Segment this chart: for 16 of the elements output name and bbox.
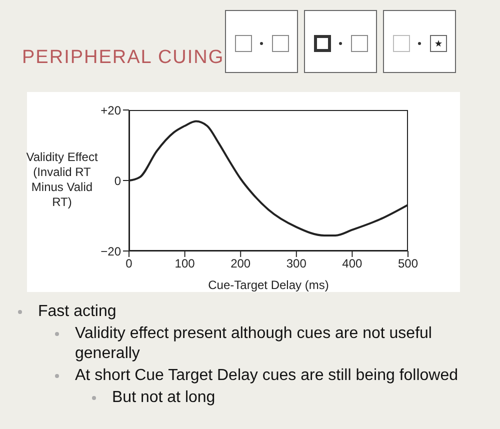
y-tick-label: −20: [100, 244, 122, 258]
chart-title: PERIPHERAL CUING: [22, 47, 224, 69]
y-axis-title: Validity Effect (Invalid RT Minus Valid RT): [25, 150, 99, 210]
x-tick-label: 500: [398, 256, 418, 271]
x-axis-title: Cue-Target Delay (ms): [208, 278, 329, 292]
x-tick-label: 0: [126, 256, 133, 271]
text: Fast acting: [38, 303, 116, 320]
x-tick-label: 400: [342, 256, 363, 271]
x-tick-label: 300: [286, 256, 307, 271]
x-tick-label: 100: [174, 256, 196, 271]
x-tick-label: 200: [230, 256, 251, 271]
y-tick-label: +20: [100, 103, 122, 118]
y-tick-label: 0: [114, 174, 122, 188]
text: At short Cue Target Delay cues are still being followed: [75, 367, 458, 384]
text: Validity effect present although cues are not useful generally: [75, 325, 432, 362]
text: But not at long: [112, 389, 216, 406]
